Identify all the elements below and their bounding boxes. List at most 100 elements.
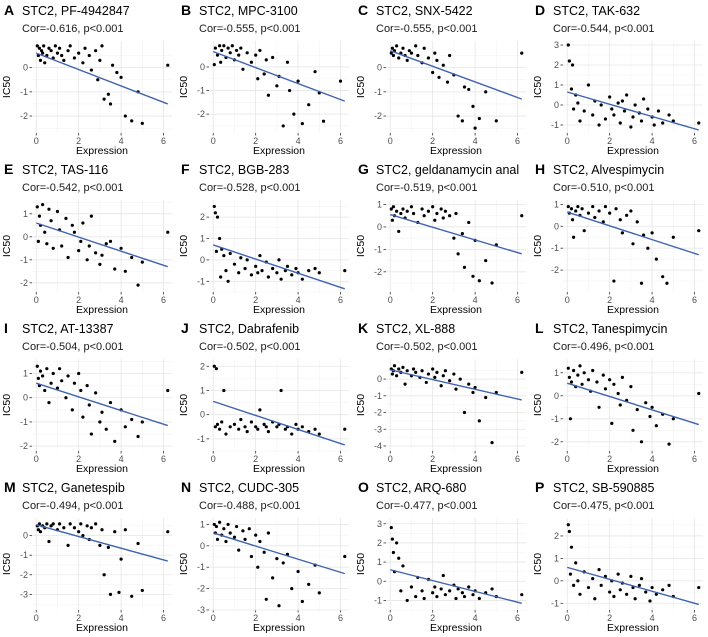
data-point [98,420,102,424]
data-point [456,252,460,256]
data-point [43,230,47,234]
data-point [422,214,426,218]
data-point [401,207,405,211]
data-point [96,78,100,82]
data-point [431,367,435,371]
x-tick-label: 0 [565,136,570,146]
data-point [490,441,494,445]
x-tick-label: 0 [211,295,216,305]
data-point [130,119,134,123]
data-point [567,375,571,379]
data-point [390,372,394,376]
data-point [608,95,612,99]
data-point [85,524,89,528]
panel-letter: L [535,320,544,336]
data-point [36,239,40,243]
data-point [435,594,439,599]
data-point [391,550,396,555]
data-point [460,119,464,123]
x-tick-label: 2 [76,136,81,146]
data-point [574,209,578,213]
data-point [49,49,53,53]
data-point [264,597,268,601]
data-point [435,211,439,216]
data-point [448,53,452,58]
data-point [77,249,81,253]
data-point [477,419,481,423]
data-point [130,255,134,260]
data-point [214,367,219,371]
x-axis-label: Expression [430,463,482,475]
panel-title: STC2, Tanespimycin [553,322,667,336]
data-point [405,209,409,213]
x-axis-label: Expression [607,463,659,475]
data-point [416,53,420,58]
plot-area [32,41,172,133]
regression-line [36,524,168,562]
data-point [77,371,81,376]
data-point [38,530,43,534]
panel-letter: H [535,161,545,177]
data-point [275,425,279,429]
y-axis-label: IC50 [178,553,190,575]
data-point [87,53,91,58]
data-point [307,103,311,107]
panel-letter: O [358,479,369,495]
data-point [443,209,447,213]
plot-area [563,200,703,292]
data-point [108,239,113,243]
data-point [625,213,629,217]
data-point [448,379,452,383]
y-tick-label: -2 [551,265,559,275]
panel-n: 0 2 4 6 -3 -2 -1 0 1 N STC2, CUDC-305 Cor=-0.488, p… [177,477,354,636]
data-point [477,596,481,601]
data-point [285,264,290,268]
data-point [70,408,74,412]
data-point [567,59,571,63]
data-point [399,589,403,593]
data-point [420,589,424,593]
data-point [266,531,270,535]
data-point [136,283,140,287]
data-point [569,87,574,91]
data-point [212,364,216,368]
panel-subtitle: Cor=-0.475, p<0.001 [553,500,655,512]
panel-letter: I [4,320,8,336]
data-point [520,51,524,55]
data-point [249,273,254,277]
data-point [431,70,435,75]
data-point [443,593,447,597]
data-point [426,209,431,213]
data-point [603,117,608,121]
data-point [258,408,262,412]
data-point [241,67,245,71]
x-tick-label: 0 [388,454,393,464]
x-tick-label: 2 [430,295,435,305]
data-point [338,79,343,83]
x-tick-label: 0 [388,136,393,146]
scatter-plot-m: 0 2 4 6 -3 -2 -1 0 M STC2, Ganetespib Cor=-0.494, … [1,479,172,634]
data-point [697,229,701,233]
regression-line [390,213,522,255]
x-axis-label: Expression [253,463,305,475]
panel-d: 0 2 4 6 -1 0 1 2 3 D STC2, TAK-632 Cor=-0.544, p<0.… [531,0,708,159]
data-point [603,387,608,391]
panel-title: STC2, geldanamycin anal [376,163,519,177]
panel-letter: N [181,479,191,495]
data-point [426,56,431,60]
data-point [697,585,701,590]
y-tick-label: -2 [197,584,205,594]
x-tick-label: 4 [296,136,301,146]
y-tick-label: 3 [377,519,382,529]
data-point [47,400,51,405]
data-point [439,384,443,388]
data-point [218,427,222,431]
y-tick-label: -1 [374,391,382,401]
data-point [395,374,399,378]
data-point [266,93,270,97]
data-point [62,526,66,530]
data-point [566,366,570,370]
data-point [83,46,87,50]
panel-l: 0 2 4 6 -2 -1 0 1 L STC2, Tanespimycin Cor=-0.496,… [531,318,708,477]
data-point [473,126,477,130]
